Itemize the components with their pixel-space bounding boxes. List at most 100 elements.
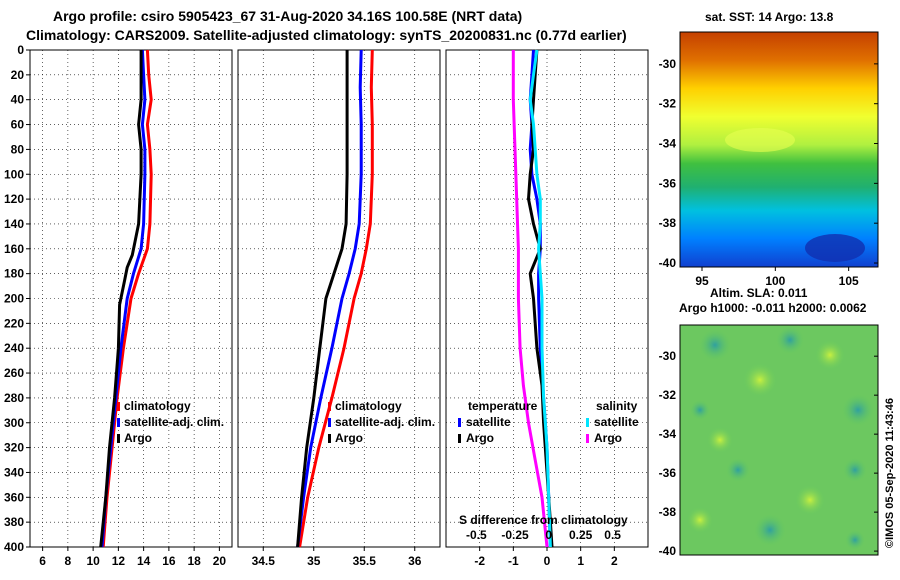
map-y-tick-label: -30 — [659, 57, 677, 71]
map-y-tick-label: -34 — [659, 137, 677, 151]
header-line2: Climatology: CARS2009. Satellite-adjuste… — [26, 27, 627, 43]
sla-high-eddy — [706, 426, 734, 454]
legend-swatch-argo — [328, 434, 331, 443]
map-y-tick-label: -38 — [659, 505, 677, 519]
sst-cold-blob — [805, 234, 865, 262]
x-tick-label: 35 — [307, 554, 321, 568]
series-line-climatology — [298, 49, 374, 548]
sst-warm-patch — [725, 128, 795, 152]
y-tick-label: 0 — [17, 43, 24, 57]
legend-label-temp-satellite: satellite — [466, 415, 511, 429]
legend-swatch-temp-argo — [458, 434, 461, 443]
y-tick-label: 140 — [4, 217, 24, 231]
legend-title-salinity: salinity — [596, 399, 638, 413]
series-line-salinity-satellite — [528, 49, 552, 548]
y-tick-label: 20 — [11, 68, 25, 82]
header-line1: Argo profile: csiro 5905423_67 31-Aug-20… — [53, 8, 522, 24]
sla-low-eddy — [726, 458, 750, 482]
y-tick-label: 220 — [4, 316, 24, 330]
legend-label-satellite: satellite-adj. clim. — [124, 415, 224, 429]
map-x-tick-label: 95 — [695, 274, 709, 288]
s-difference-tick-label: 0.5 — [604, 528, 621, 542]
legend-swatch-satellite — [328, 418, 331, 427]
difference-legend: temperature satellite Argo salinity sate… — [458, 399, 639, 445]
legend-label-temp-argo: Argo — [466, 431, 494, 445]
legend-swatch-sal-satellite — [586, 418, 589, 427]
y-tick-label: 160 — [4, 242, 24, 256]
legend-label-climatology: climatology — [124, 399, 191, 413]
legend-label-climatology: climatology — [335, 399, 402, 413]
map-y-tick-label: -32 — [659, 388, 677, 402]
map-x-tick-label: 105 — [839, 274, 859, 288]
sla-low-eddy — [690, 400, 710, 420]
y-tick-label: 100 — [4, 167, 24, 181]
y-tick-label: 340 — [4, 465, 24, 479]
series-line-salinity-argo — [511, 50, 549, 548]
salinity-legend: climatology satellite-adj. clim. Argo — [328, 399, 435, 445]
x-tick-label: 14 — [137, 554, 151, 568]
legend-swatch-satellite — [117, 418, 120, 427]
legend-swatch-sal-argo — [586, 434, 589, 443]
y-tick-label: 180 — [4, 267, 24, 281]
sla-features — [686, 326, 874, 550]
legend-label-argo: Argo — [124, 431, 152, 445]
sla-high-eddy — [794, 484, 826, 516]
sst-map-title: sat. SST: 14 Argo: 13.8 — [705, 10, 834, 24]
y-tick-label: 200 — [4, 292, 24, 306]
x-tick-label: 18 — [187, 554, 201, 568]
sla-low-eddy — [843, 458, 867, 482]
x-tick-label: 16 — [162, 554, 176, 568]
x-tick-label: 35.5 — [353, 554, 377, 568]
sla-low-eddy — [842, 394, 874, 426]
sst-map-panel: sat. SST: 14 Argo: 13.8 -30 -32 -34 -36 -38 -… — [659, 10, 879, 288]
map-y-tick-label: -36 — [659, 176, 677, 190]
s-difference-tick-label: 0 — [545, 528, 552, 542]
sla-map-frame — [679, 324, 879, 556]
y-tick-label: 40 — [11, 93, 25, 107]
legend-title-temperature: temperature — [468, 399, 538, 413]
x-tick-label: 36 — [408, 554, 422, 568]
y-tick-label: 120 — [4, 192, 24, 206]
temperature-panel: 6 8 10 12 14 16 18 20 0 20 40 60 80 100 120 140 160 180 2… — [4, 43, 233, 568]
map-y-tick-label: -40 — [659, 544, 677, 558]
x-tick-label: 20 — [213, 554, 227, 568]
sla-map-panel: Altim. SLA: 0.011 Argo h1000: -0.011 h20… — [659, 286, 879, 558]
map-y-tick-label: -32 — [659, 97, 677, 111]
x-tick-label: 34.5 — [252, 554, 276, 568]
sla-high-eddy — [686, 506, 714, 534]
y-tick-label: 360 — [4, 490, 24, 504]
x-tick-label: 6 — [39, 554, 46, 568]
x-tick-label: 12 — [112, 554, 126, 568]
series-line-argo — [296, 50, 349, 548]
map-y-tick-label: -40 — [659, 256, 677, 270]
legend-label-argo: Argo — [335, 431, 363, 445]
sla-map-title: Altim. SLA: 0.011 — [710, 286, 808, 300]
sla-map-subtitle: Argo h1000: -0.011 h2000: 0.0062 — [679, 301, 867, 315]
legend-swatch-temp-satellite — [458, 418, 461, 427]
y-tick-label: 60 — [11, 118, 25, 132]
series-line-satellite-adj-clim- — [296, 49, 363, 548]
y-tick-label: 380 — [4, 515, 24, 529]
y-tick-label: 240 — [4, 341, 24, 355]
x-tick-label: 10 — [86, 554, 100, 568]
series-line-argo — [99, 50, 143, 548]
sla-low-eddy — [699, 329, 731, 361]
legend-label-sal-satellite: satellite — [594, 415, 639, 429]
x-tick-label: 1 — [577, 554, 584, 568]
map-y-tick-label: -34 — [659, 427, 677, 441]
map-x-tick-label: 100 — [765, 274, 785, 288]
sla-high-eddy — [814, 339, 846, 371]
salinity-panel: 34.5 35 35.5 36 climatology satellite-adj. … — [237, 49, 441, 568]
legend-label-sal-argo: Argo — [594, 431, 622, 445]
x-tick-label: -2 — [474, 554, 485, 568]
s-difference-tick-label: -0.5 — [466, 528, 487, 542]
sla-low-eddy — [754, 514, 786, 546]
y-tick-label: 320 — [4, 441, 24, 455]
s-difference-tick-label: 0.25 — [569, 528, 593, 542]
x-tick-label: 8 — [65, 554, 72, 568]
imos-credit: ©IMOS 05-Sep-2020 11:43:46 — [884, 398, 896, 548]
y-tick-label: 80 — [11, 142, 25, 156]
legend-swatch-climatology — [328, 402, 331, 411]
y-tick-label: 260 — [4, 366, 24, 380]
